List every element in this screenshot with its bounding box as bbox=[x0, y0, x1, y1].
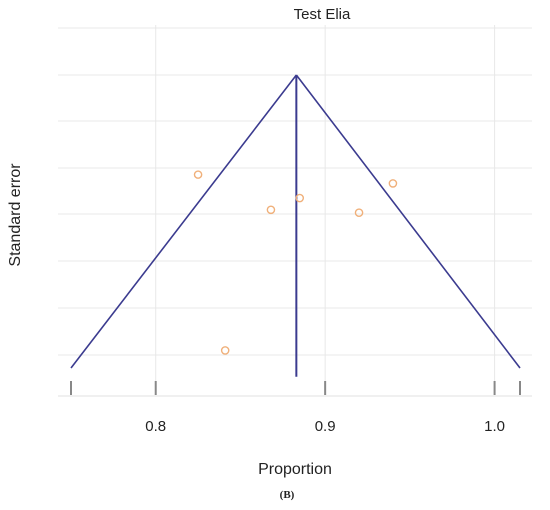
funnel bbox=[70, 74, 521, 377]
x-tick-label: 1.0 bbox=[484, 418, 505, 435]
x-tick-labels: 0.8 0.9 1.0 bbox=[145, 418, 505, 435]
funnel-right-line bbox=[295, 74, 521, 369]
data-point bbox=[193, 170, 203, 179]
data-points bbox=[193, 170, 398, 355]
x-axis-label: Proportion bbox=[258, 461, 332, 478]
data-point bbox=[354, 208, 364, 218]
grid bbox=[58, 25, 532, 388]
funnel-left-line bbox=[70, 74, 297, 369]
chart-title: Test Elia bbox=[294, 6, 351, 23]
x-tick-label: 0.8 bbox=[145, 418, 166, 435]
data-point bbox=[295, 193, 305, 203]
data-point bbox=[266, 205, 276, 215]
data-point bbox=[388, 179, 398, 188]
figure-caption: (B) bbox=[280, 489, 295, 501]
data-point bbox=[220, 346, 230, 355]
axes bbox=[58, 381, 532, 397]
x-tick-label: 0.9 bbox=[315, 418, 336, 435]
y-axis-label: Standard error bbox=[7, 163, 24, 267]
